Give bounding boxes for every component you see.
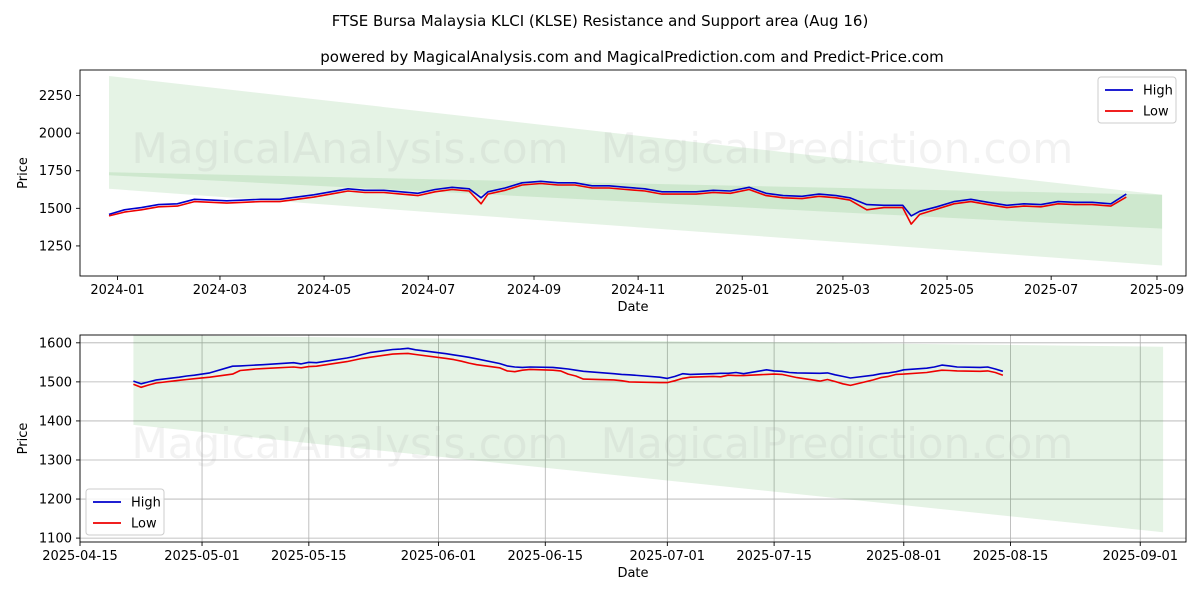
y-tick-label: 2250 — [39, 89, 72, 104]
band-2 — [133, 420, 1164, 533]
x-tick-label: 2025-07 — [1024, 283, 1078, 298]
band-1 — [133, 335, 1164, 435]
x-tick-label: 2024-05 — [297, 283, 351, 298]
y-axis-label: Price — [16, 157, 31, 189]
x-tick-label: 2025-03 — [816, 283, 870, 298]
chart-subtitle: powered by MagicalAnalysis.com and Magic… — [320, 48, 944, 66]
x-axis-label: Date — [617, 300, 648, 315]
chart-title: FTSE Bursa Malaysia KLCI (KLSE) Resistan… — [332, 12, 869, 30]
y-tick-label: 2000 — [39, 127, 72, 142]
x-tick-label: 2024-07 — [401, 283, 455, 298]
watermark-analysis: MagicalAnalysis.com — [132, 419, 569, 468]
x-tick-label: 2025-06-15 — [508, 549, 584, 564]
x-tick-label: 2024-11 — [611, 283, 665, 298]
watermark-prediction: MagicalPrediction.com — [601, 419, 1074, 468]
x-tick-label: 2024-09 — [507, 283, 561, 298]
y-tick-label: 1400 — [39, 414, 72, 429]
legend-label-low: Low — [1143, 105, 1169, 120]
legend-label-high: High — [1143, 84, 1173, 99]
legend: High Low — [85, 488, 165, 536]
y-tick-label: 1200 — [39, 493, 72, 508]
series-line-low — [108, 182, 1127, 225]
x-tick-label: 2025-09-01 — [1102, 549, 1178, 564]
x-tick-label: 2025-07-15 — [736, 549, 812, 564]
y-tick-label: 1300 — [39, 453, 72, 468]
chart-panel-top: MagicalAnalysis.com MagicalPrediction.com… — [16, 69, 1187, 315]
band-1 — [109, 76, 1163, 266]
x-tick-label: 2024-03 — [193, 283, 247, 298]
chart-panel-bottom: MagicalAnalysis.com MagicalPrediction.com… — [16, 334, 1187, 581]
x-tick-label: 2025-08-15 — [973, 549, 1049, 564]
series-line-high — [108, 180, 1127, 217]
legend-label-high: High — [131, 496, 161, 511]
x-tick-label: 2025-04-15 — [42, 549, 118, 564]
legend: High Low — [1097, 76, 1177, 124]
y-tick-label: 1100 — [39, 532, 72, 547]
x-axis-label: Date — [617, 566, 648, 581]
y-tick-label: 1600 — [39, 336, 72, 351]
watermark-prediction: MagicalPrediction.com — [601, 124, 1074, 173]
band-2 — [109, 172, 1163, 229]
y-tick-label: 1250 — [39, 239, 72, 254]
y-tick-label: 1500 — [39, 202, 72, 217]
plot-frame — [79, 69, 1187, 277]
series-line-high — [133, 347, 1004, 385]
x-tick-label: 2025-08-01 — [866, 549, 942, 564]
x-tick-label: 2025-07-01 — [630, 549, 706, 564]
watermark-analysis: MagicalAnalysis.com — [132, 124, 569, 173]
x-tick-label: 2025-05-01 — [164, 549, 240, 564]
plot-frame — [79, 334, 1187, 543]
x-tick-label: 2025-06-01 — [401, 549, 477, 564]
x-tick-label: 2025-05 — [920, 283, 974, 298]
x-tick-label: 2025-09 — [1130, 283, 1184, 298]
x-tick-label: 2025-01 — [715, 283, 769, 298]
legend-label-low: Low — [131, 517, 157, 532]
x-tick-label: 2025-05-15 — [271, 549, 347, 564]
y-tick-label: 1750 — [39, 164, 72, 179]
series-line-low — [133, 352, 1004, 389]
x-tick-label: 2024-01 — [90, 283, 144, 298]
y-tick-label: 1500 — [39, 375, 72, 390]
y-axis-label: Price — [16, 423, 31, 455]
